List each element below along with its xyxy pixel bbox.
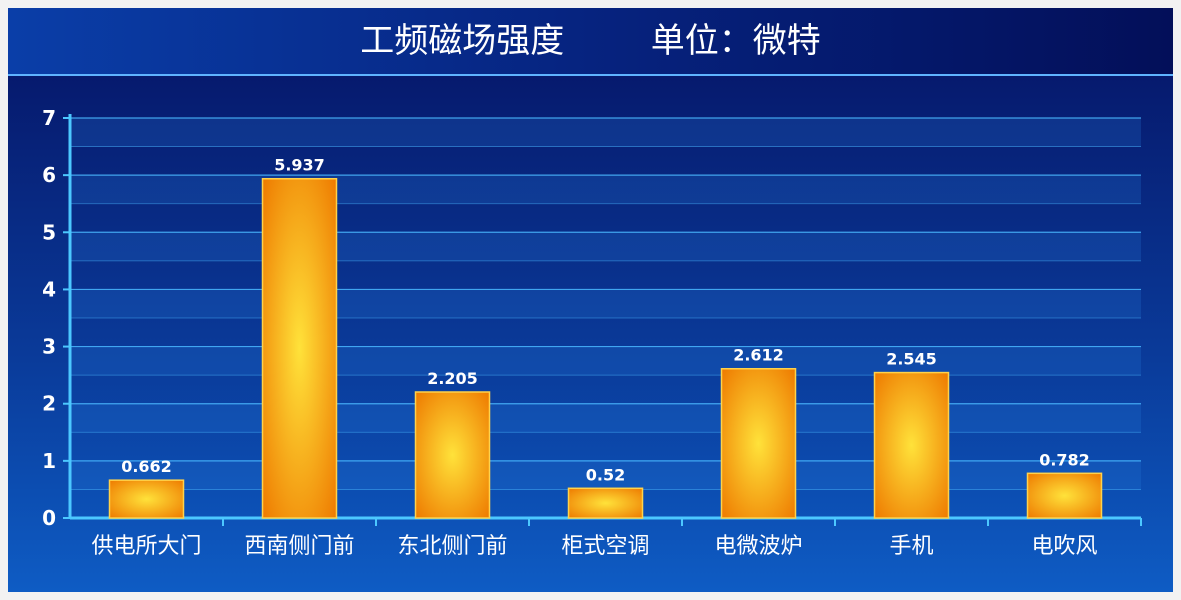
bar [1026, 472, 1103, 519]
grid-lines [70, 117, 1141, 490]
y-tick-label: 7 [42, 106, 56, 130]
data-label: 0.782 [1039, 450, 1090, 469]
grid-band [70, 118, 1141, 147]
grid-band [70, 289, 1141, 318]
bar [873, 371, 950, 519]
bar [720, 367, 797, 519]
grid-band [70, 346, 1141, 376]
x-category-label: 柜式空调 [561, 534, 649, 559]
bar [414, 391, 491, 519]
grid-band [70, 232, 1141, 261]
y-tick-label: 3 [42, 335, 56, 359]
data-label: 0.52 [586, 465, 625, 484]
bars [108, 177, 1103, 519]
bar [108, 479, 185, 519]
data-label: 2.545 [886, 350, 937, 369]
data-label: 0.662 [121, 457, 172, 476]
x-category-label: 供电所大门 [91, 534, 201, 559]
y-tick-label: 0 [42, 506, 56, 530]
x-category-label: 东北侧门前 [397, 534, 507, 559]
y-tick-label: 4 [42, 277, 56, 301]
chart-frame: 工频磁场强度 单位：微特 [8, 8, 1173, 592]
labels: 0 1 2 3 4 5 6 7 0.662 供电所大门 5.937 西南侧门前 2.205 东北侧门前 0.… [42, 106, 1097, 559]
y-tick-label: 6 [42, 163, 56, 187]
grid-bands [70, 118, 1141, 490]
data-label: 5.937 [274, 156, 325, 175]
data-label: 2.612 [733, 346, 784, 365]
x-category-label: 手机 [889, 534, 933, 559]
chart-title: 工频磁场强度 单位：微特 [8, 8, 1173, 76]
x-category-label: 西南侧门前 [244, 534, 354, 559]
grid-band [70, 175, 1141, 204]
grid-band [70, 460, 1141, 490]
grid-band [70, 403, 1141, 433]
x-category-label: 电吹风 [1031, 534, 1097, 559]
x-category-label: 电微波炉 [714, 534, 802, 559]
y-tick-label: 2 [42, 392, 56, 416]
y-tick-label: 5 [42, 220, 56, 244]
data-label: 2.205 [427, 369, 478, 388]
bar [567, 487, 644, 519]
y-tick-label: 1 [42, 449, 56, 473]
bar [261, 177, 338, 519]
